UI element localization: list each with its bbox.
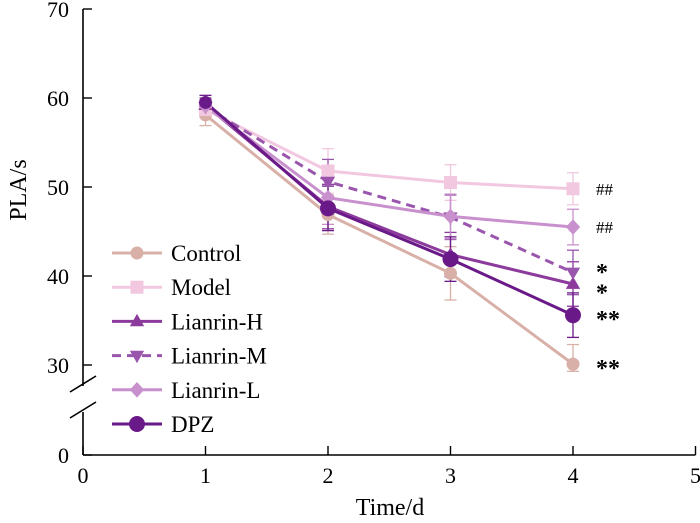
data-point-lianrin-l — [320, 189, 336, 206]
y-tick-label: 30 — [47, 353, 69, 378]
star-annotation: ** — [596, 307, 620, 333]
x-tick-label: 1 — [200, 463, 211, 488]
legend-item-dpz: DPZ — [112, 412, 214, 437]
x-tick-label: 3 — [445, 463, 456, 488]
x-tick-label: 5 — [690, 463, 700, 488]
legend-label: DPZ — [171, 412, 214, 437]
legend-item-lianrin-h: Lianrin-H — [112, 309, 263, 334]
series-line-control — [204, 113, 574, 366]
legend-marker — [129, 313, 145, 327]
data-point-model — [444, 176, 457, 190]
data-point-dpz — [442, 251, 459, 268]
y-axis-break-mark-upper — [69, 375, 97, 393]
x-tick-label: 0 — [78, 463, 89, 488]
data-point-model — [321, 164, 335, 178]
legend-marker — [129, 350, 145, 364]
hash-annotation: ## — [596, 180, 614, 199]
y-tick-label: 40 — [47, 264, 69, 289]
series-markers — [198, 95, 581, 371]
legend-marker — [130, 246, 144, 260]
y-axis-break-mark-lower — [69, 401, 97, 419]
data-point-lianrin-l — [443, 208, 458, 225]
hash-annotation: ## — [596, 218, 614, 237]
y-tick-label: 60 — [47, 86, 69, 111]
series-line-model — [204, 108, 574, 191]
star-annotation: ** — [596, 356, 620, 382]
data-point-lianrin-l — [565, 219, 581, 235]
data-point-dpz — [565, 307, 581, 324]
data-point-dpz — [199, 95, 212, 109]
legend-marker — [130, 280, 144, 294]
legend-label: Lianrin-H — [171, 309, 263, 334]
y-tick-label: 70 — [47, 0, 69, 22]
legend-item-model: Model — [112, 275, 231, 300]
data-point-model — [566, 182, 580, 196]
star-annotation: * — [596, 280, 608, 306]
data-point-control — [566, 357, 580, 371]
series-line-lianrin-m — [204, 105, 574, 274]
legend-label: Control — [171, 241, 241, 266]
legend-label: Lianrin-L — [171, 378, 260, 403]
star-annotation: * — [596, 260, 608, 286]
legend-item-lianrin-m: Lianrin-M — [112, 344, 267, 369]
legend-marker — [129, 382, 145, 398]
legend-item-lianrin-l: Lianrin-L — [112, 378, 260, 403]
x-axis-label: Time/d — [356, 495, 424, 521]
data-point-lianrin-h — [565, 276, 581, 289]
x-tick-label: 4 — [568, 463, 579, 488]
data-point-control — [444, 266, 457, 280]
series-line-lianrin-l — [204, 104, 574, 229]
data-point-dpz — [320, 200, 336, 217]
legend: Control Model Lianrin-H Lianrin-M Lianrin-L D… — [112, 241, 267, 437]
data-point-lianrin-m — [565, 267, 581, 280]
series-lines — [204, 101, 574, 366]
y-axis-label: PLA/s — [6, 159, 32, 220]
legend-marker — [129, 416, 145, 432]
series-line-lianrin-h — [204, 103, 574, 286]
legend-label: Lianrin-M — [171, 344, 267, 369]
y-tick-label: 0 — [58, 443, 69, 468]
legend-item-control: Control — [112, 241, 241, 266]
x-tick-label: 2 — [323, 463, 334, 488]
legend-label: Model — [171, 275, 231, 300]
y-tick-label: 50 — [47, 175, 69, 200]
series-line-dpz — [204, 101, 574, 317]
significance-annotations: ####****** — [596, 180, 620, 382]
data-point-lianrin-m — [320, 176, 336, 190]
